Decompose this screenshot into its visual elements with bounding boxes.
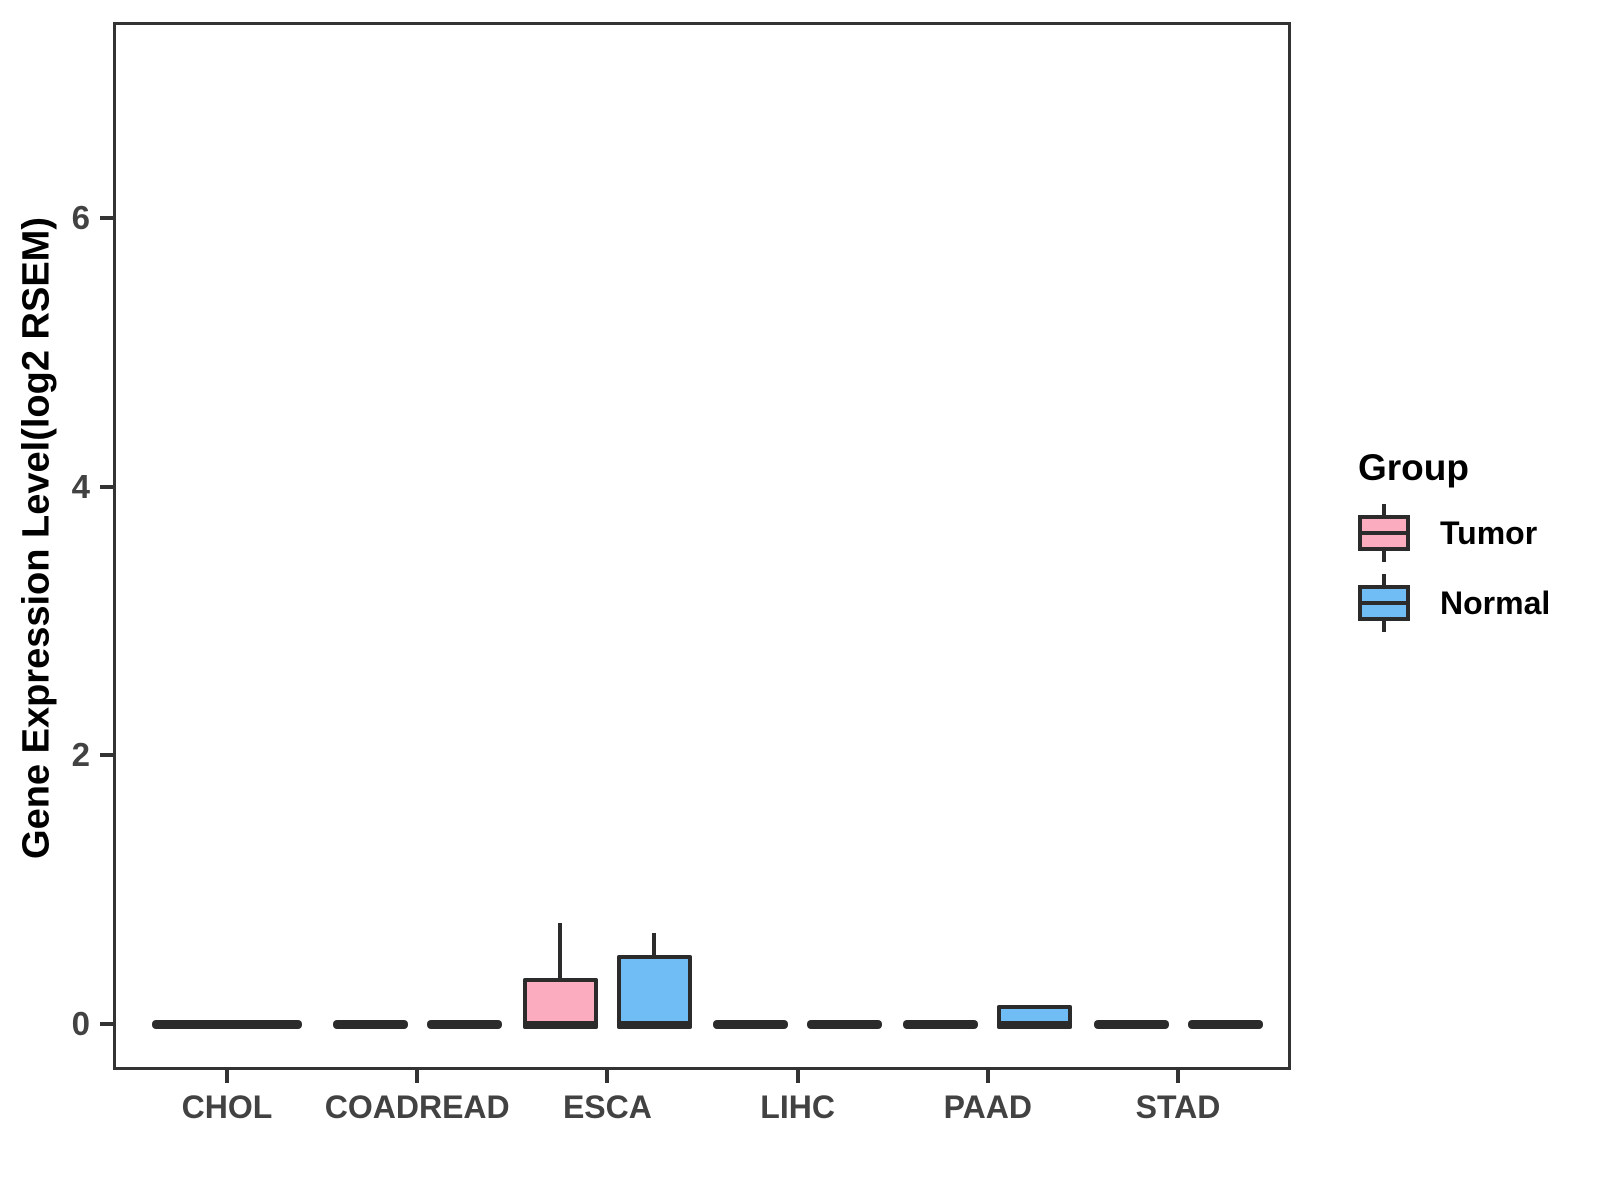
legend-label-normal: Normal [1440,584,1551,621]
boxplot-collapsed-lihc-normal [807,1019,883,1029]
boxplot-collapsed-stad-normal [1187,1019,1263,1029]
x-tick-mark [225,1070,229,1083]
x-tick-label-stad: STAD [1135,1089,1221,1125]
x-tick-label-esca: ESCA [562,1089,652,1125]
y-tick-label: 2 [71,736,90,774]
legend-key-normal: Normal [1358,574,1550,632]
x-tick-label-chol: CHOL [181,1089,273,1125]
x-tick-mark [985,1070,990,1083]
y-tick-mark [100,484,113,489]
boxplot-whisker-esca-tumor [558,923,563,982]
x-tick-label-coadread: COADREAD [324,1089,510,1125]
boxplot-box-esca-normal [616,954,692,1029]
y-tick-label: 6 [71,199,90,237]
y-tick-mark [100,216,113,221]
boxplot-box-paad-normal [997,1004,1073,1029]
boxplot-box-esca-tumor [522,977,598,1029]
boxplot-collapsed-coadread-tumor [332,1019,408,1029]
y-tick-label: 0 [71,1005,90,1042]
y-tick-mark [100,1022,113,1026]
x-tick-mark [1176,1070,1180,1083]
legend-title: Group [1358,447,1469,488]
boxplot-glyph-icon [1358,574,1410,632]
boxplot-collapsed-lihc-tumor [713,1019,789,1029]
y-tick-mark [100,753,113,758]
boxplot-collapsed-chol-tumor [152,1019,302,1029]
x-tick-mark [795,1070,800,1083]
y-tick-label: 4 [71,467,90,505]
x-tick-mark [605,1070,610,1083]
boxplot-glyph-icon [1358,504,1410,562]
legend-label-tumor: Tumor [1440,514,1538,551]
boxplot-collapsed-stad-tumor [1093,1019,1169,1029]
boxplot-whisker-esca-normal [652,932,657,959]
legend-keys: Tumor Normal [1358,504,1550,632]
x-tick-mark [415,1070,420,1083]
legend-key-tumor: Tumor [1358,504,1550,562]
boxplot-collapsed-coadread-normal [426,1019,502,1029]
x-tick-label-lihc: LIHC [760,1089,835,1125]
boxplot-collapsed-paad-tumor [903,1019,979,1029]
plot-panel [113,22,1291,1070]
x-tick-label-paad: PAAD [943,1089,1032,1125]
legend: Group Tumor Normal [1358,448,1550,644]
